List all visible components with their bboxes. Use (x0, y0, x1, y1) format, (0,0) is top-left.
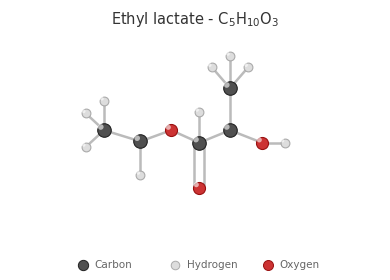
Point (98, 125, 104, 129)
Point (194, 108, 200, 112)
Point (99, 96, 105, 101)
Point (135, 171, 142, 175)
Point (279, 138, 285, 143)
Point (265, 262, 271, 267)
Point (207, 63, 213, 67)
Text: Oxygen: Oxygen (279, 260, 319, 270)
Point (81, 143, 87, 147)
Point (172, 262, 179, 267)
Point (223, 125, 230, 129)
Point (227, 128, 233, 132)
Point (196, 141, 202, 145)
Point (193, 137, 199, 142)
Point (196, 110, 202, 114)
Point (137, 139, 144, 144)
Point (227, 54, 233, 58)
Point (165, 125, 172, 130)
Point (101, 99, 107, 103)
Point (168, 128, 174, 132)
Point (196, 185, 202, 190)
Point (225, 52, 231, 56)
Point (209, 65, 215, 69)
Point (101, 128, 107, 132)
Point (245, 65, 251, 69)
Point (282, 141, 288, 145)
Point (83, 111, 89, 116)
Point (137, 173, 144, 177)
Point (83, 145, 89, 149)
Text: Ethyl lactate - C$_5$H$_{10}$O$_3$: Ethyl lactate - C$_5$H$_{10}$O$_3$ (111, 10, 279, 29)
Point (223, 83, 230, 87)
Point (80, 262, 86, 267)
Point (81, 109, 87, 113)
Point (193, 183, 199, 187)
Text: Hydrogen: Hydrogen (186, 260, 237, 270)
Point (227, 86, 233, 90)
Point (259, 141, 265, 145)
Point (256, 138, 262, 142)
Point (134, 136, 140, 140)
Text: Carbon: Carbon (94, 260, 132, 270)
Point (243, 63, 249, 67)
